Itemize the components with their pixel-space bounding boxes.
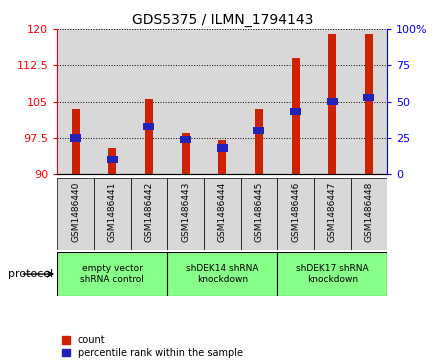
Bar — [180, 136, 191, 143]
Text: GSM1486441: GSM1486441 — [108, 182, 117, 242]
Bar — [204, 29, 241, 174]
Bar — [72, 109, 80, 174]
Bar — [290, 108, 301, 115]
Bar — [277, 178, 314, 250]
Text: GSM1486445: GSM1486445 — [254, 182, 264, 242]
Text: GSM1486442: GSM1486442 — [144, 182, 154, 242]
Legend: count, percentile rank within the sample: count, percentile rank within the sample — [62, 335, 242, 358]
Bar — [241, 29, 277, 174]
Bar — [94, 29, 131, 174]
Bar — [204, 178, 241, 250]
Bar — [314, 178, 351, 250]
Bar — [277, 252, 387, 296]
Text: GSM1486448: GSM1486448 — [364, 182, 374, 242]
Bar — [181, 133, 190, 174]
Text: GSM1486440: GSM1486440 — [71, 182, 80, 242]
Bar — [108, 148, 116, 174]
Bar — [218, 140, 226, 174]
Text: GSM1486447: GSM1486447 — [328, 182, 337, 242]
Bar — [292, 58, 300, 174]
Title: GDS5375 / ILMN_1794143: GDS5375 / ILMN_1794143 — [132, 13, 313, 26]
Bar — [328, 34, 336, 174]
Text: GSM1486444: GSM1486444 — [218, 182, 227, 242]
Bar — [167, 178, 204, 250]
Bar — [167, 252, 277, 296]
Text: GSM1486446: GSM1486446 — [291, 182, 300, 242]
Text: GSM1486443: GSM1486443 — [181, 182, 190, 242]
Bar — [351, 178, 387, 250]
Text: shDEK17 shRNA
knockdown: shDEK17 shRNA knockdown — [296, 264, 369, 284]
Bar — [351, 29, 387, 174]
Bar — [365, 34, 373, 174]
Bar — [131, 178, 167, 250]
Bar — [314, 29, 351, 174]
Bar — [216, 144, 228, 152]
Bar — [167, 29, 204, 174]
Bar — [57, 29, 94, 174]
Bar — [131, 29, 167, 174]
Bar — [145, 99, 153, 174]
Bar — [57, 252, 167, 296]
Bar — [363, 94, 374, 101]
Bar — [70, 134, 81, 142]
Bar — [106, 156, 118, 163]
Bar — [241, 178, 277, 250]
Text: empty vector
shRNA control: empty vector shRNA control — [80, 264, 144, 284]
Bar — [94, 178, 131, 250]
Text: shDEK14 shRNA
knockdown: shDEK14 shRNA knockdown — [186, 264, 258, 284]
Bar — [326, 98, 338, 105]
Bar — [57, 178, 94, 250]
Bar — [253, 127, 264, 134]
Bar — [255, 109, 263, 174]
Text: protocol: protocol — [7, 269, 53, 279]
Bar — [143, 123, 154, 130]
Bar — [277, 29, 314, 174]
